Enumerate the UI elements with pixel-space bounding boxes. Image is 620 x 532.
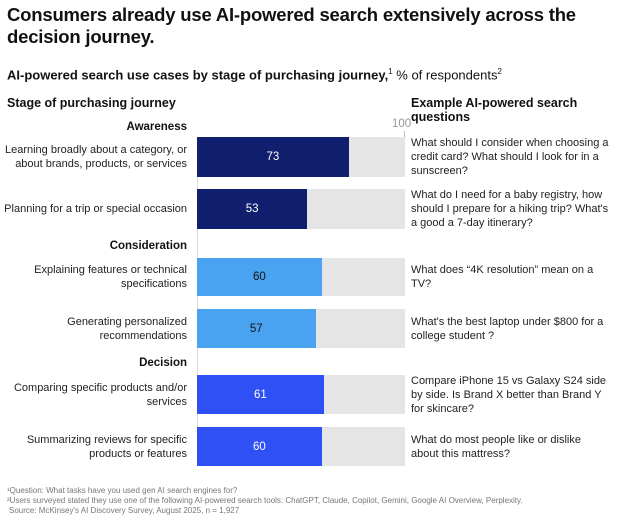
row-label: Planning for a trip or special occasion: [4, 203, 187, 215]
footnote-2: ²Users surveyed stated they use one of t…: [7, 496, 523, 505]
chart-title: Consumers already use AI-powered search …: [7, 4, 576, 47]
bar-track: 61: [197, 375, 405, 414]
right-column-header: Example AI-powered search questions: [411, 96, 578, 124]
bar-track: 73: [197, 137, 405, 177]
example-question: What's the best laptop under $800 for a …: [411, 315, 604, 342]
chart-subtitle: AI-powered search use cases by stage of …: [7, 64, 502, 83]
row-label: Summarizing reviews for specific product…: [26, 433, 187, 460]
bar-value-label: 53: [245, 203, 259, 215]
bar-value-label: 57: [249, 322, 263, 335]
axis-max-label: 100: [392, 118, 412, 130]
example-question: What does “4K resolution” mean on a TV?: [411, 264, 594, 290]
row-label: Explaining features or technical specifi…: [34, 264, 187, 290]
example-question: What do most people like or dislike abou…: [411, 433, 581, 460]
bar-track: 53: [197, 189, 405, 229]
subtitle-unit: % of respondents: [392, 67, 498, 83]
footnote-ref-2: 2: [497, 67, 502, 76]
bar: [197, 309, 316, 348]
axis-tick: [404, 131, 405, 137]
subtitle-main: AI-powered search use cases by stage of …: [7, 67, 389, 83]
bar-value-label: 60: [252, 271, 266, 283]
row-label: Generating personalized recommendations: [67, 315, 187, 342]
bar-track: 60: [197, 258, 405, 296]
axis-baseline: [197, 137, 198, 466]
left-column-header: Stage of purchasing journey: [7, 96, 176, 110]
bar-value-label: 60: [252, 440, 266, 453]
row-label: Learning broadly about a category, or ab…: [4, 144, 187, 170]
stage-label-decision: Decision: [139, 357, 187, 369]
bar-value-label: 73: [266, 151, 280, 163]
stage-label-awareness: Awareness: [126, 121, 187, 133]
row-label: Comparing specific products and/or servi…: [13, 381, 187, 408]
example-question: Compare iPhone 15 vs Galaxy S24 side by …: [411, 374, 607, 415]
bar-track: 57: [197, 309, 405, 348]
bar: [197, 375, 324, 414]
bar-track: 60: [197, 427, 405, 466]
example-question: What do I need for a baby registry, how …: [411, 189, 609, 229]
source-note: Source: McKinsey's AI Discovery Survey, …: [9, 506, 240, 515]
bar: [197, 189, 308, 229]
stage-label-consideration: Consideration: [109, 240, 187, 252]
bar: [197, 137, 349, 177]
footnote-ref-1: 1: [388, 67, 393, 76]
bar: [197, 258, 322, 296]
bar: [197, 427, 322, 466]
bar-value-label: 61: [254, 388, 267, 401]
example-question: What should I consider when choosing a c…: [411, 137, 609, 177]
footnote-1: ¹Question: What tasks have you used gen …: [7, 486, 238, 495]
